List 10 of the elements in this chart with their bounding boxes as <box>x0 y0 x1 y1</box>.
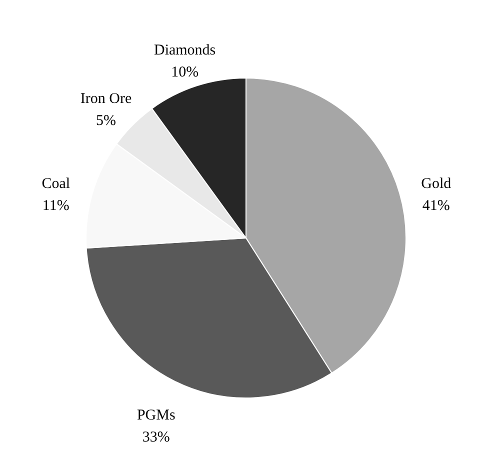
slice-label: Gold <box>421 176 452 192</box>
data-label: 33% <box>142 429 170 446</box>
data-label: 10% <box>171 64 199 81</box>
slice-label: Diamonds <box>154 42 216 59</box>
slice-label: Iron Ore <box>80 90 132 107</box>
data-label: 41% <box>422 198 450 214</box>
slice-label: Coal <box>42 176 70 192</box>
data-label: 5% <box>96 112 116 129</box>
slice-label: PGMs <box>136 407 176 424</box>
data-label: 11% <box>42 198 70 214</box>
